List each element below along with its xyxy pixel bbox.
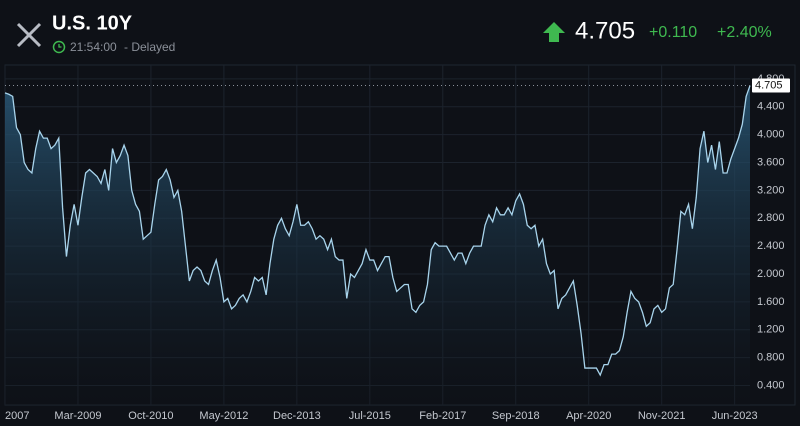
last-price-tag xyxy=(752,78,790,93)
change: +0.110 xyxy=(649,24,697,41)
x-tick-label: Feb-2017 xyxy=(419,410,466,422)
x-tick-label: Dec-2013 xyxy=(273,410,321,422)
x-tick-label: Oct-2010 xyxy=(128,410,173,422)
x-tick-label: Mar-2009 xyxy=(54,410,101,422)
y-tick-label: 3.600 xyxy=(757,156,785,168)
y-tick-label: 2.000 xyxy=(757,268,785,280)
x-tick-label: Jun-2023 xyxy=(712,410,758,422)
price-line xyxy=(4,85,751,377)
symbol-title: U.S. 10Y xyxy=(52,12,133,34)
y-tick-label: 4.000 xyxy=(757,129,785,141)
area-fill xyxy=(5,85,750,406)
y-tick-label: 2.800 xyxy=(757,212,785,224)
last-price-label: 4.705 xyxy=(755,79,783,91)
change-percent: +2.40% xyxy=(717,24,772,41)
y-tick-label: 0.400 xyxy=(757,379,785,391)
quote-time: 21:54:00 xyxy=(70,40,117,54)
y-tick-label: 0.800 xyxy=(757,352,785,364)
quote-status: - Delayed xyxy=(124,40,175,54)
y-tick-label: 2.400 xyxy=(757,240,785,252)
y-tick-label: 4.400 xyxy=(757,101,785,113)
close-button[interactable] xyxy=(16,22,42,48)
up-arrow xyxy=(543,22,565,42)
x-tick-label: Nov-2021 xyxy=(638,410,686,422)
x-tick-label: Sep-2018 xyxy=(492,410,540,422)
x-tick-label: Jul-2015 xyxy=(349,410,391,422)
chart: 0.400 0.800 1.200 1.600 2.000 2.400 2.800 3.200… xyxy=(4,64,796,422)
x-tick-label: Apr-2020 xyxy=(566,410,611,422)
price: 4.705 xyxy=(575,17,635,44)
y-tick-label: 1.600 xyxy=(757,296,785,308)
x-tick-label: May-2012 xyxy=(199,410,248,422)
x-tick-label: 2007 xyxy=(5,410,29,422)
clock-icon xyxy=(52,40,66,54)
y-tick-label: 1.200 xyxy=(757,324,785,336)
y-tick-label: 3.200 xyxy=(757,184,785,196)
